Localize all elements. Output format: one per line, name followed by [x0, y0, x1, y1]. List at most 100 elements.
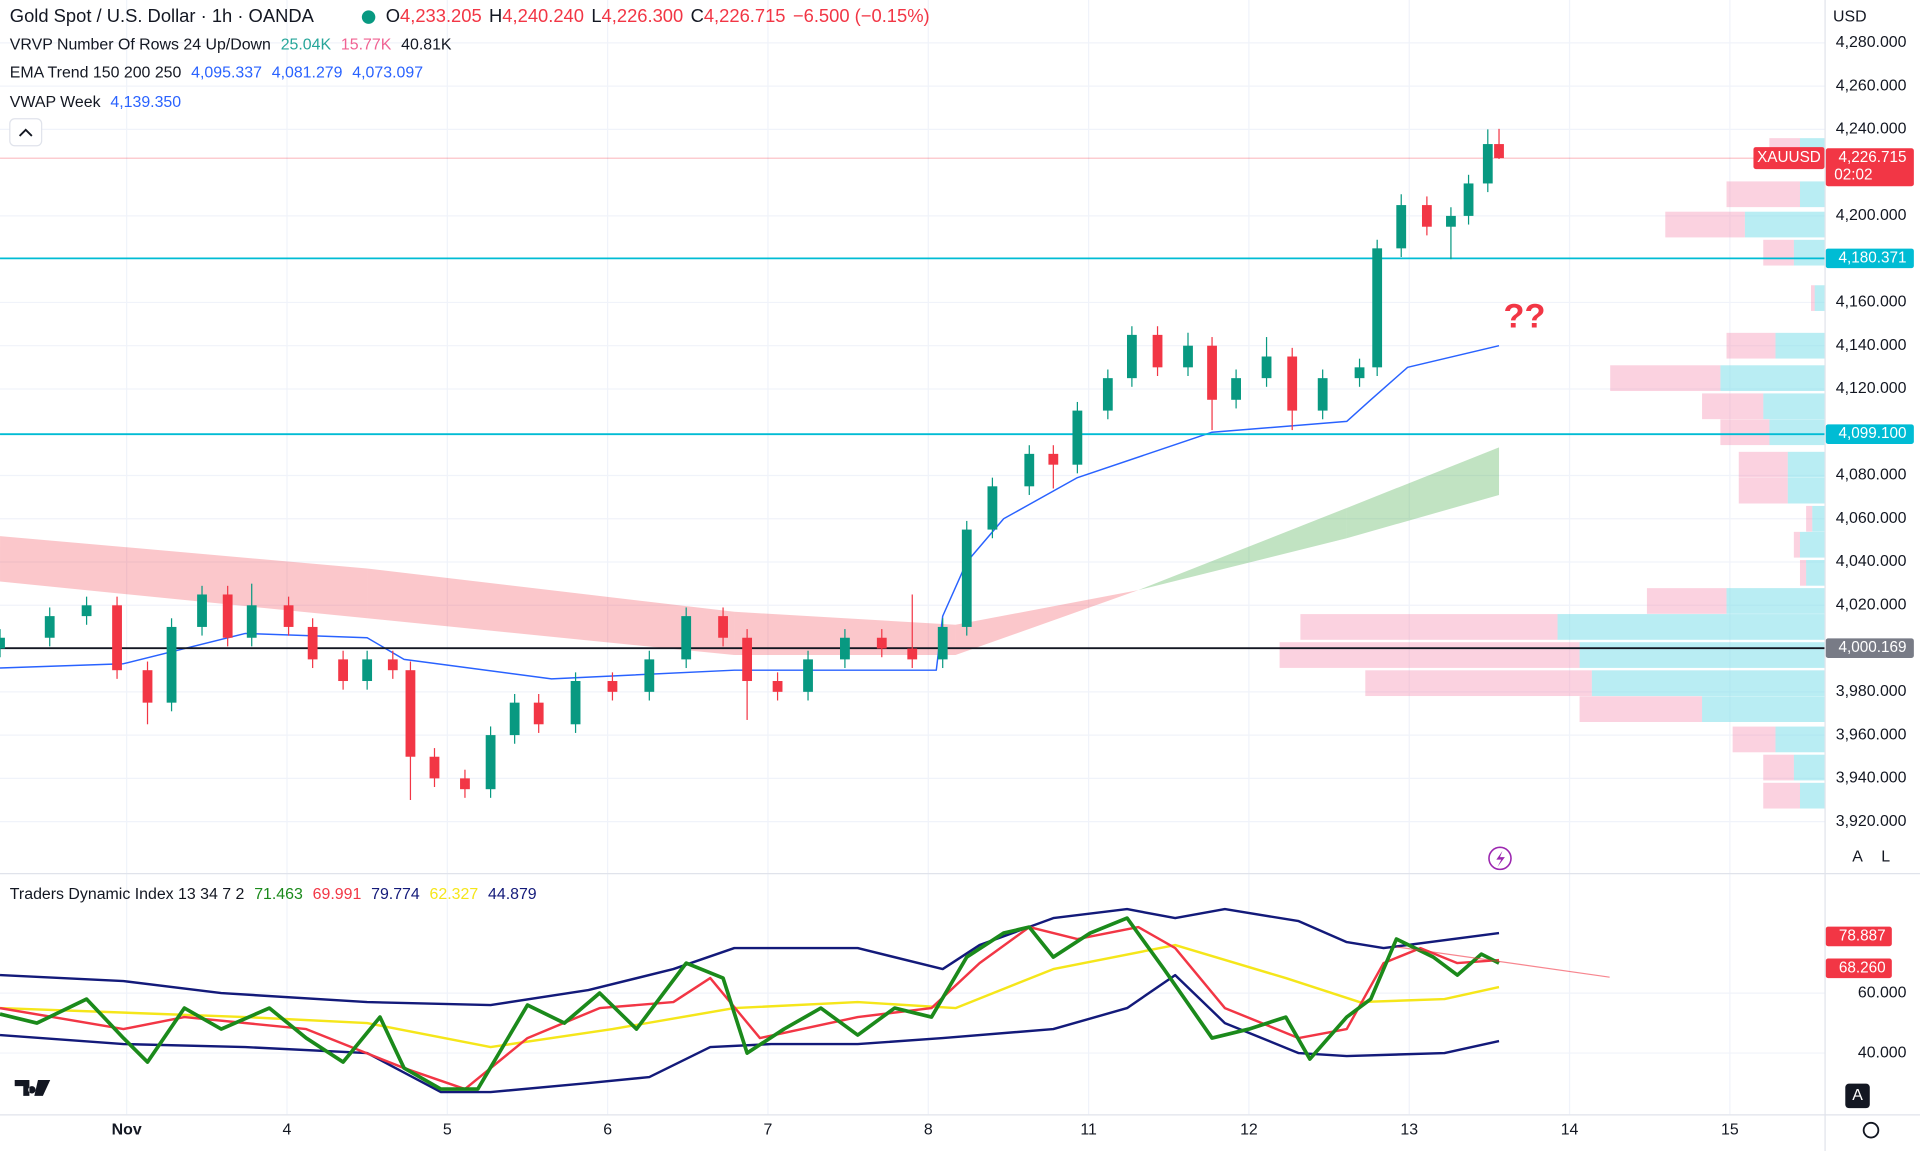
indicator-name: EMA Trend 150 200 250 — [10, 65, 182, 82]
annotation: ?? — [1504, 297, 1546, 335]
vp-down-bar — [1738, 451, 1788, 478]
labels: 3,920.000 3,940.000 3,960.000 3,980.000 4,02… — [112, 34, 1914, 1138]
indicator-legend: VRVP Number Of Rows 24 Up/Down 25.04K 15.7… — [10, 37, 452, 54]
market-status — [361, 10, 376, 24]
vp-up-bar — [1557, 614, 1825, 640]
volume-profile — [1279, 138, 1825, 809]
vp-down-bar — [1763, 239, 1794, 266]
candle-body — [112, 605, 122, 671]
ohlc-key: H — [489, 5, 502, 26]
level-label: 4,000.169 — [1838, 639, 1906, 656]
candle-body — [803, 659, 813, 692]
vp-down-bar — [1732, 726, 1776, 753]
vp-down-bar — [1279, 642, 1580, 668]
tdi-line — [0, 916, 1500, 1091]
y-tick-label: 4,140.000 — [1836, 337, 1907, 354]
vp-up-bar — [1775, 726, 1825, 753]
candle-body — [681, 616, 692, 660]
vp-down-bar — [1793, 531, 1800, 558]
candle-body — [876, 637, 887, 649]
vp-down-bar — [1646, 588, 1727, 614]
ema-cloud-segment — [0, 536, 368, 619]
vp-down-bar — [1579, 696, 1703, 722]
candle-body — [937, 626, 948, 660]
auto-button-pane[interactable] — [1845, 1083, 1870, 1109]
vp-down-bar — [1811, 285, 1815, 311]
indicator-value: 44.879 — [488, 886, 537, 903]
y-tick-label: 4,060.000 — [1836, 510, 1907, 527]
candle-body — [222, 594, 233, 638]
candle-body — [961, 529, 972, 627]
vp-down-bar — [1702, 393, 1764, 420]
vp-up-bar — [1775, 332, 1825, 359]
x-tick-label: 8 — [924, 1121, 933, 1138]
vp-down-bar — [1763, 782, 1800, 809]
y-tick-label: 4,240.000 — [1836, 121, 1907, 138]
symbol-label: XAUUSD — [1757, 149, 1821, 166]
candle-body — [81, 605, 92, 617]
candle-body — [1207, 345, 1217, 400]
trendline — [1396, 946, 1610, 978]
indicator-value: 4,139.350 — [110, 94, 181, 111]
header-line: Gold Spot / U.S. Dollar · 1h · OANDA — [10, 5, 315, 26]
y-tick-label: 3,960.000 — [1836, 726, 1907, 743]
candles — [0, 128, 1504, 800]
overlay-lines — [0, 157, 1825, 1094]
indicator-value: 15.77K — [341, 37, 392, 54]
indicator-legend: EMA Trend 150 200 250 4,095.337 4,081.279 4… — [10, 65, 423, 82]
vp-down-bar — [1610, 365, 1721, 392]
vp-up-bar — [1591, 670, 1825, 697]
auto-button-label: A — [1852, 1087, 1863, 1104]
ema-cloud-segment — [1346, 447, 1500, 539]
candle-body — [1152, 334, 1163, 368]
candle-body — [1317, 378, 1328, 411]
indicator-value: 4,081.279 — [272, 65, 343, 82]
events-icon[interactable] — [1488, 846, 1512, 871]
y-tick-label: 60.000 — [1858, 984, 1907, 1001]
vwap-line — [0, 344, 1500, 680]
vp-down-bar — [1720, 419, 1770, 446]
y-tick-label: 3,920.000 — [1836, 813, 1907, 830]
vp-up-bar — [1726, 588, 1825, 614]
candle-body — [1372, 248, 1383, 368]
candle-body — [485, 735, 496, 790]
ohlc-line: O4,233.205 H4,240.240 L4,226.300 C4,226.715… — [386, 5, 930, 26]
candle-body — [1072, 410, 1083, 465]
candle-body — [907, 648, 918, 660]
y-tick-label: 40.000 — [1858, 1044, 1907, 1061]
settings-icon[interactable] — [1862, 1121, 1880, 1139]
symbol-box — [1753, 147, 1825, 170]
log-scale-button[interactable]: L — [1881, 848, 1890, 865]
vp-down-bar — [1665, 211, 1745, 238]
y-tick-label: 3,940.000 — [1836, 770, 1907, 787]
value-marker-box — [1825, 926, 1892, 947]
x-tick-label: 6 — [603, 1121, 612, 1138]
candle-body — [570, 681, 581, 725]
candle-body — [718, 616, 728, 638]
level-label-box — [1825, 638, 1914, 658]
vp-down-bar — [1726, 181, 1800, 208]
indicator-name: Traders Dynamic Index 13 34 7 2 — [10, 886, 245, 903]
candle-body — [1494, 144, 1504, 159]
y-tick-label: 4,260.000 — [1836, 77, 1907, 94]
currency-label: USD — [1833, 8, 1867, 25]
x-tick-label: 15 — [1721, 1121, 1739, 1138]
events-bolt — [1496, 851, 1505, 867]
candle-body — [429, 756, 440, 779]
level-label: 4,180.371 — [1838, 249, 1906, 266]
y-tick-label: 4,080.000 — [1836, 467, 1907, 484]
vp-down-bar — [1726, 332, 1776, 359]
collapse-button[interactable] — [9, 118, 43, 147]
candle-body — [166, 626, 177, 703]
indicator-value: 40.81K — [401, 37, 452, 54]
indicator-value: 69.991 — [313, 886, 362, 903]
candle-body — [607, 681, 618, 692]
vp-up-bar — [1579, 642, 1825, 668]
x-tick-label: 4 — [283, 1121, 292, 1138]
value-marker-box — [1825, 958, 1892, 979]
candle-body — [644, 659, 655, 692]
candle-body — [840, 637, 850, 660]
auto-scale-button[interactable]: A — [1852, 848, 1863, 865]
